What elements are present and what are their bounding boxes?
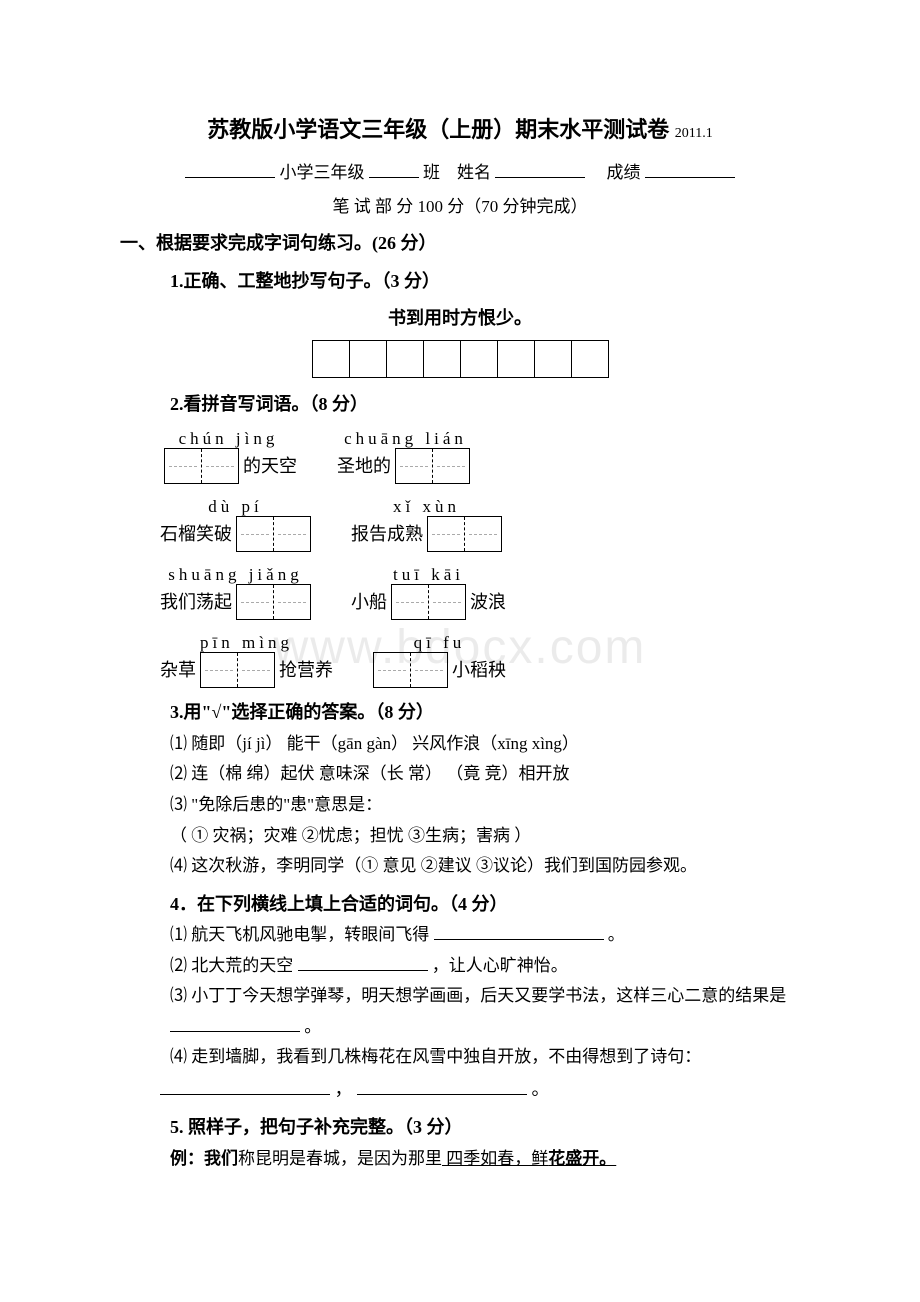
- pinyin-label: dù pí: [208, 492, 262, 514]
- answer-box[interactable]: [427, 516, 502, 552]
- answer-box[interactable]: [395, 448, 470, 484]
- q2-r2-right: xǐ xùn 报告成熟: [351, 492, 502, 552]
- post-text: 的天空: [243, 450, 297, 482]
- q1-sentence: 书到用时方恨少。: [120, 302, 800, 334]
- blank-name[interactable]: [495, 158, 585, 178]
- q4-4-post: 。: [532, 1079, 550, 1099]
- document-page: 苏教版小学语文三年级（上册）期末水平测试卷 2011.1 小学三年级 班 姓名 …: [0, 0, 920, 1214]
- q5-ex-u2: 花盛开。: [548, 1149, 616, 1168]
- char-grid[interactable]: [312, 340, 609, 378]
- answer-box[interactable]: [200, 652, 275, 688]
- pinyin-label: qī fu: [414, 628, 466, 650]
- pinyin-label: tuī kāi: [393, 560, 464, 582]
- q4-item-3: ⑶ 小丁丁今天想学弹琴，明天想学画画，后天又要学书法，这样三心二意的结果是 。: [120, 981, 800, 1042]
- section-1-title: 一、根据要求完成字词句练习。(26 分）: [120, 227, 800, 259]
- q5-ex-pre: 例：我们: [170, 1149, 238, 1168]
- pre-text: 杂草: [160, 654, 196, 686]
- q4-4-mid: ，: [335, 1079, 353, 1099]
- page-title: 苏教版小学语文三年级（上册）期末水平测试卷 2011.1: [120, 110, 800, 150]
- q3-item-3b: （ ① 灾祸；灾难 ②忧虑；担忧 ③生病；害病 ）: [170, 821, 800, 852]
- blank-score[interactable]: [645, 158, 735, 178]
- q4-item-2: ⑵ 北大荒的天空 ，让人心旷神怡。: [170, 951, 800, 982]
- q5-ex-mid1: 称昆明是春城，是因: [238, 1149, 391, 1168]
- answer-box[interactable]: [164, 448, 239, 484]
- label-school-grade: 小学三年级: [280, 163, 365, 182]
- q3-title: 3.用"√"选择正确的答案。（8 分）: [170, 696, 800, 728]
- q4-title: 4．在下列横线上填上合适的词句。（4 分）: [170, 888, 800, 920]
- q4-2-post: ，让人心旷神怡。: [432, 956, 568, 975]
- label-name: 姓名: [457, 163, 491, 182]
- q2-row-4: pīn mìng 杂草 抢营养 qī fu 小稻秧: [160, 628, 800, 688]
- pre-text: 石榴笑破: [160, 518, 232, 550]
- q2-r1-right: chuāng lián 圣地的: [337, 424, 474, 484]
- blank[interactable]: [160, 1074, 330, 1095]
- pinyin-label: pīn mìng: [200, 628, 293, 650]
- post-text: 抢营养: [279, 654, 333, 686]
- pinyin-label: chuāng lián: [344, 424, 467, 446]
- q4-1-post: 。: [608, 925, 625, 944]
- post-text: 小稻秧: [452, 654, 506, 686]
- q5-ex-u1: 四季如春，鲜: [442, 1149, 548, 1168]
- blank[interactable]: [434, 920, 604, 940]
- pre-text: 报告成熟: [351, 518, 423, 550]
- q4-3-post: 。: [304, 1017, 321, 1036]
- q2-r2-left: dù pí 石榴笑破: [160, 492, 311, 552]
- q2-r4-left: pīn mìng 杂草 抢营养: [160, 628, 333, 688]
- q2-row-3: shuāng jiǎng 我们荡起 tuī kāi 小船 波浪: [160, 560, 800, 620]
- q5-example: 例：我们称昆明是春城，是因为那里 四季如春，鲜花盛开。: [170, 1144, 800, 1175]
- q4-3-pre: ⑶ 小丁丁今天想学弹琴，明天想学画画，后天又要学书法，这样三心二意的结果是: [170, 986, 786, 1005]
- label-score: 成绩: [607, 163, 641, 182]
- answer-box[interactable]: [236, 516, 311, 552]
- q2-r4-right: qī fu 小稻秧: [373, 628, 506, 688]
- post-text: 波浪: [470, 586, 506, 618]
- q4-2-pre: ⑵ 北大荒的天空: [170, 956, 293, 975]
- blank[interactable]: [298, 951, 428, 971]
- q4-4-pre: ⑷ 走到墙脚，我看到几株梅花在风雪中独自开放，不由得想到了诗句：: [170, 1047, 701, 1066]
- written-part-header: 笔 试 部 分 100 分（70 分钟完成）: [120, 192, 800, 223]
- pinyin-label: chún jìng: [179, 424, 279, 446]
- q2-r1-left: chún jìng 的天空: [160, 424, 297, 484]
- q1-title: 1.正确、工整地抄写句子。（3 分）: [170, 265, 800, 297]
- title-year: 2011.1: [675, 126, 713, 141]
- q5-ex-mid2: 为那里: [391, 1149, 442, 1168]
- q4-1-pre: ⑴ 航天飞机风驰电掣，转眼间飞得: [170, 925, 429, 944]
- q4-item-1: ⑴ 航天飞机风驰电掣，转眼间飞得 。: [170, 920, 800, 951]
- q2-r3-right: tuī kāi 小船 波浪: [351, 560, 506, 620]
- blank-school[interactable]: [185, 158, 275, 178]
- pre-text: 圣地的: [337, 450, 391, 482]
- q2-title: 2.看拼音写词语。（8 分）: [170, 388, 800, 420]
- label-class: 班: [423, 163, 440, 182]
- q2-row-2: dù pí 石榴笑破 xǐ xùn 报告成熟: [160, 492, 800, 552]
- q2-row-1: chún jìng 的天空 chuāng lián 圣地的: [160, 424, 800, 484]
- q2-r3-left: shuāng jiǎng 我们荡起: [160, 560, 311, 620]
- q3-item-3: ⑶ "免除后患的"患"意思是：: [170, 790, 800, 821]
- pre-text: 小船: [351, 586, 387, 618]
- q5-title: 5. 照样子，把句子补充完整。（3 分）: [170, 1111, 800, 1143]
- title-main: 苏教版小学语文三年级（上册）期末水平测试卷: [207, 117, 669, 142]
- answer-box[interactable]: [236, 584, 311, 620]
- q3-item-2: ⑵ 连（棉 绵）起伏 意味深（长 常） （竟 竞）相开放: [170, 759, 800, 790]
- q4-item-4: ⑷ 走到墙脚，我看到几株梅花在风雪中独自开放，不由得想到了诗句： ， 。: [120, 1042, 800, 1105]
- q3-item-4: ⑷ 这次秋游，李明同学（① 意见 ②建议 ③议论）我们到国防园参观。: [170, 851, 800, 882]
- answer-box[interactable]: [373, 652, 448, 688]
- q1-answer-boxes: [120, 340, 800, 378]
- blank-class[interactable]: [369, 158, 419, 178]
- q3-item-1: ⑴ 随即（jí jì） 能干（gān gàn） 兴风作浪（xīng xìng）: [170, 729, 800, 760]
- blank[interactable]: [170, 1012, 300, 1032]
- student-info-line: 小学三年级 班 姓名 成绩: [120, 158, 800, 189]
- q2-pinyin-block: chún jìng 的天空 chuāng lián 圣地的 dù pí: [160, 424, 800, 688]
- answer-box[interactable]: [391, 584, 466, 620]
- pre-text: 我们荡起: [160, 586, 232, 618]
- blank[interactable]: [357, 1074, 527, 1095]
- pinyin-label: shuāng jiǎng: [168, 560, 302, 582]
- pinyin-label: xǐ xùn: [393, 492, 460, 514]
